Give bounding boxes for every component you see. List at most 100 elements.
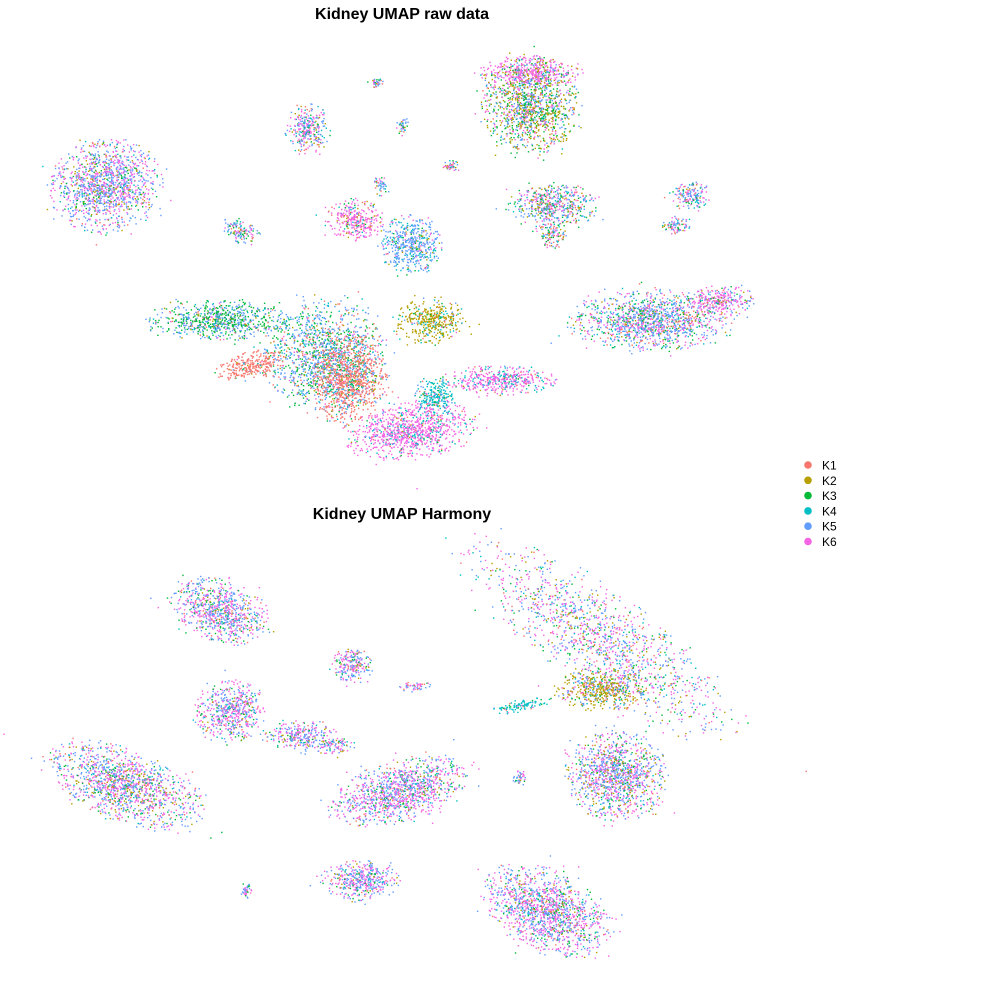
point-k6	[530, 101, 533, 103]
point-k5	[150, 187, 153, 189]
point-k6	[522, 73, 524, 75]
point-k4	[89, 193, 91, 196]
point-k3	[560, 66, 562, 68]
point-k2	[548, 75, 550, 77]
point-k5	[510, 101, 512, 103]
point-k2	[541, 125, 544, 128]
point-k5	[318, 318, 321, 321]
point-k3	[357, 340, 360, 342]
point-k4	[542, 107, 545, 110]
point-k3	[322, 356, 324, 359]
point-k5	[345, 384, 347, 386]
point-k5	[117, 184, 119, 186]
point-k3	[362, 359, 364, 361]
point-k1	[229, 317, 231, 320]
point-k5	[219, 332, 222, 334]
point-k5	[316, 376, 319, 378]
point-k5	[527, 101, 529, 103]
point-k5	[98, 230, 100, 233]
point-k1	[103, 224, 105, 226]
point-k6	[329, 364, 331, 366]
point-k5	[127, 186, 129, 189]
point-k3	[296, 368, 299, 370]
point-k6	[78, 192, 81, 194]
point-k3	[217, 311, 219, 313]
point-k5	[210, 312, 212, 315]
point-k5	[200, 337, 202, 340]
point-k6	[88, 188, 91, 191]
point-k5	[294, 347, 297, 350]
point-k5	[322, 375, 324, 377]
point-k5	[177, 305, 179, 308]
point-k1	[316, 335, 319, 337]
point-k6	[107, 171, 110, 173]
point-k5	[120, 197, 123, 199]
point-k6	[101, 188, 103, 190]
point-k5	[109, 193, 111, 195]
point-k6	[132, 166, 135, 168]
point-k6	[83, 212, 85, 215]
point-k6	[534, 77, 537, 80]
point-k3	[544, 116, 547, 118]
point-k6	[110, 139, 113, 141]
point-k3	[198, 329, 201, 331]
point-k5	[540, 100, 543, 102]
point-k3	[320, 365, 322, 367]
point-k6	[134, 179, 136, 182]
point-k6	[96, 194, 98, 196]
point-k2	[526, 129, 528, 131]
point-k4	[530, 96, 532, 98]
point-k2	[521, 135, 524, 137]
point-k3	[548, 112, 550, 114]
point-k5	[575, 88, 578, 90]
point-k3	[493, 110, 495, 112]
point-k5	[277, 359, 280, 362]
point-k6	[94, 161, 96, 164]
point-k3	[221, 319, 223, 321]
point-k5	[541, 92, 543, 95]
point-k5	[306, 391, 309, 394]
point-k6	[550, 59, 552, 61]
point-k3	[538, 144, 540, 147]
point-k6	[95, 158, 97, 161]
point-k2	[533, 107, 536, 109]
point-k5	[250, 320, 252, 322]
point-k3	[211, 330, 213, 332]
point-k1	[492, 118, 494, 120]
point-k6	[110, 160, 113, 162]
point-k3	[542, 117, 545, 120]
point-k5	[149, 330, 152, 332]
point-k5	[326, 369, 328, 371]
point-k5	[361, 387, 364, 389]
point-k5	[134, 150, 136, 153]
point-k3	[352, 310, 354, 313]
point-k5	[341, 366, 343, 368]
point-k3	[251, 311, 253, 314]
point-k3	[268, 312, 270, 314]
point-k5	[318, 317, 320, 320]
point-k3	[258, 320, 260, 323]
point-k3	[330, 314, 332, 317]
point-k2	[536, 120, 539, 122]
point-k5	[531, 143, 533, 146]
point-k5	[83, 195, 86, 197]
point-k3	[212, 313, 215, 316]
point-k3	[307, 378, 310, 380]
point-k5	[306, 321, 308, 324]
point-k3	[298, 391, 300, 394]
point-k2	[330, 415, 333, 417]
point-k3	[511, 127, 513, 129]
point-k3	[240, 322, 242, 324]
point-k2	[544, 87, 546, 89]
point-k5	[541, 87, 544, 89]
point-k6	[508, 83, 510, 86]
point-k6	[474, 113, 476, 115]
point-k2	[212, 320, 214, 322]
point-k2	[547, 113, 550, 116]
point-k5	[528, 80, 530, 82]
point-k3	[541, 91, 543, 93]
point-k2	[548, 129, 550, 131]
point-k5	[90, 176, 92, 178]
point-k1	[315, 363, 317, 365]
point-k2	[556, 105, 558, 108]
